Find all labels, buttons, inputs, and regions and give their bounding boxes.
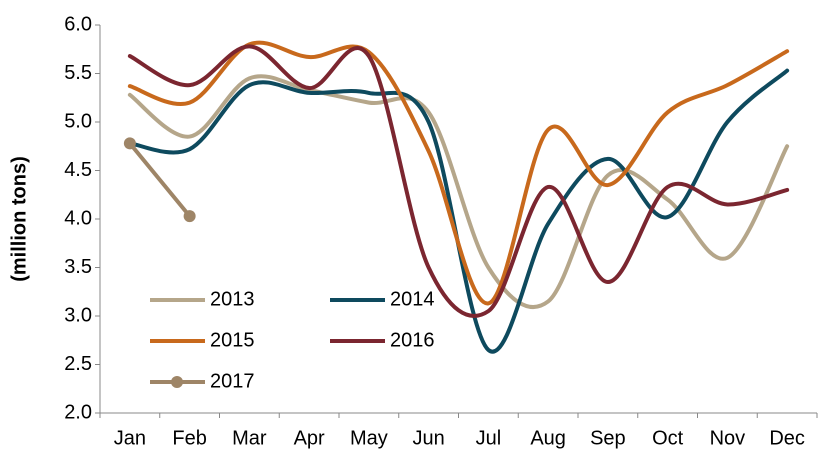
series-line [127,141,192,219]
legend-label: 2015 [210,329,255,351]
y-tick-label: 4.5 [64,159,92,181]
series-line [127,44,790,318]
legend-label: 2016 [390,329,435,351]
x-tick-label: Jan [114,427,146,449]
legend-marker [171,376,183,388]
x-tick-label: Mar [232,427,267,449]
y-tick-label: 2.0 [64,401,92,423]
y-tick-label: 4.0 [64,207,92,229]
x-tick-label: Feb [172,427,206,449]
x-tick-label: Nov [710,427,746,449]
y-tick-label: 5.0 [64,110,92,132]
y-tick-label: 2.5 [64,353,92,375]
x-tick-label: May [350,427,388,449]
x-tick-label: Oct [652,427,684,449]
y-axis-label: (million tons) [8,156,30,282]
y-tick-label: 3.0 [64,304,92,326]
point-marker [123,137,136,150]
point-marker [183,210,196,223]
x-tick-label: Aug [530,427,566,449]
x-tick-label: Jul [476,427,502,449]
series-line [127,74,790,309]
x-tick-label: Dec [769,427,805,449]
y-tick-label: 3.5 [64,256,92,278]
x-tick-label: Jun [413,427,445,449]
legend-label: 2017 [210,370,255,392]
legend-label: 2013 [210,288,255,310]
x-tick-label: Sep [590,427,626,449]
series-line [127,40,790,306]
y-tick-label: 5.5 [64,62,92,84]
legend-label: 2014 [390,288,435,310]
x-tick-label: Apr [294,427,325,449]
y-tick-label: 6.0 [64,13,92,35]
series-line [127,68,790,354]
